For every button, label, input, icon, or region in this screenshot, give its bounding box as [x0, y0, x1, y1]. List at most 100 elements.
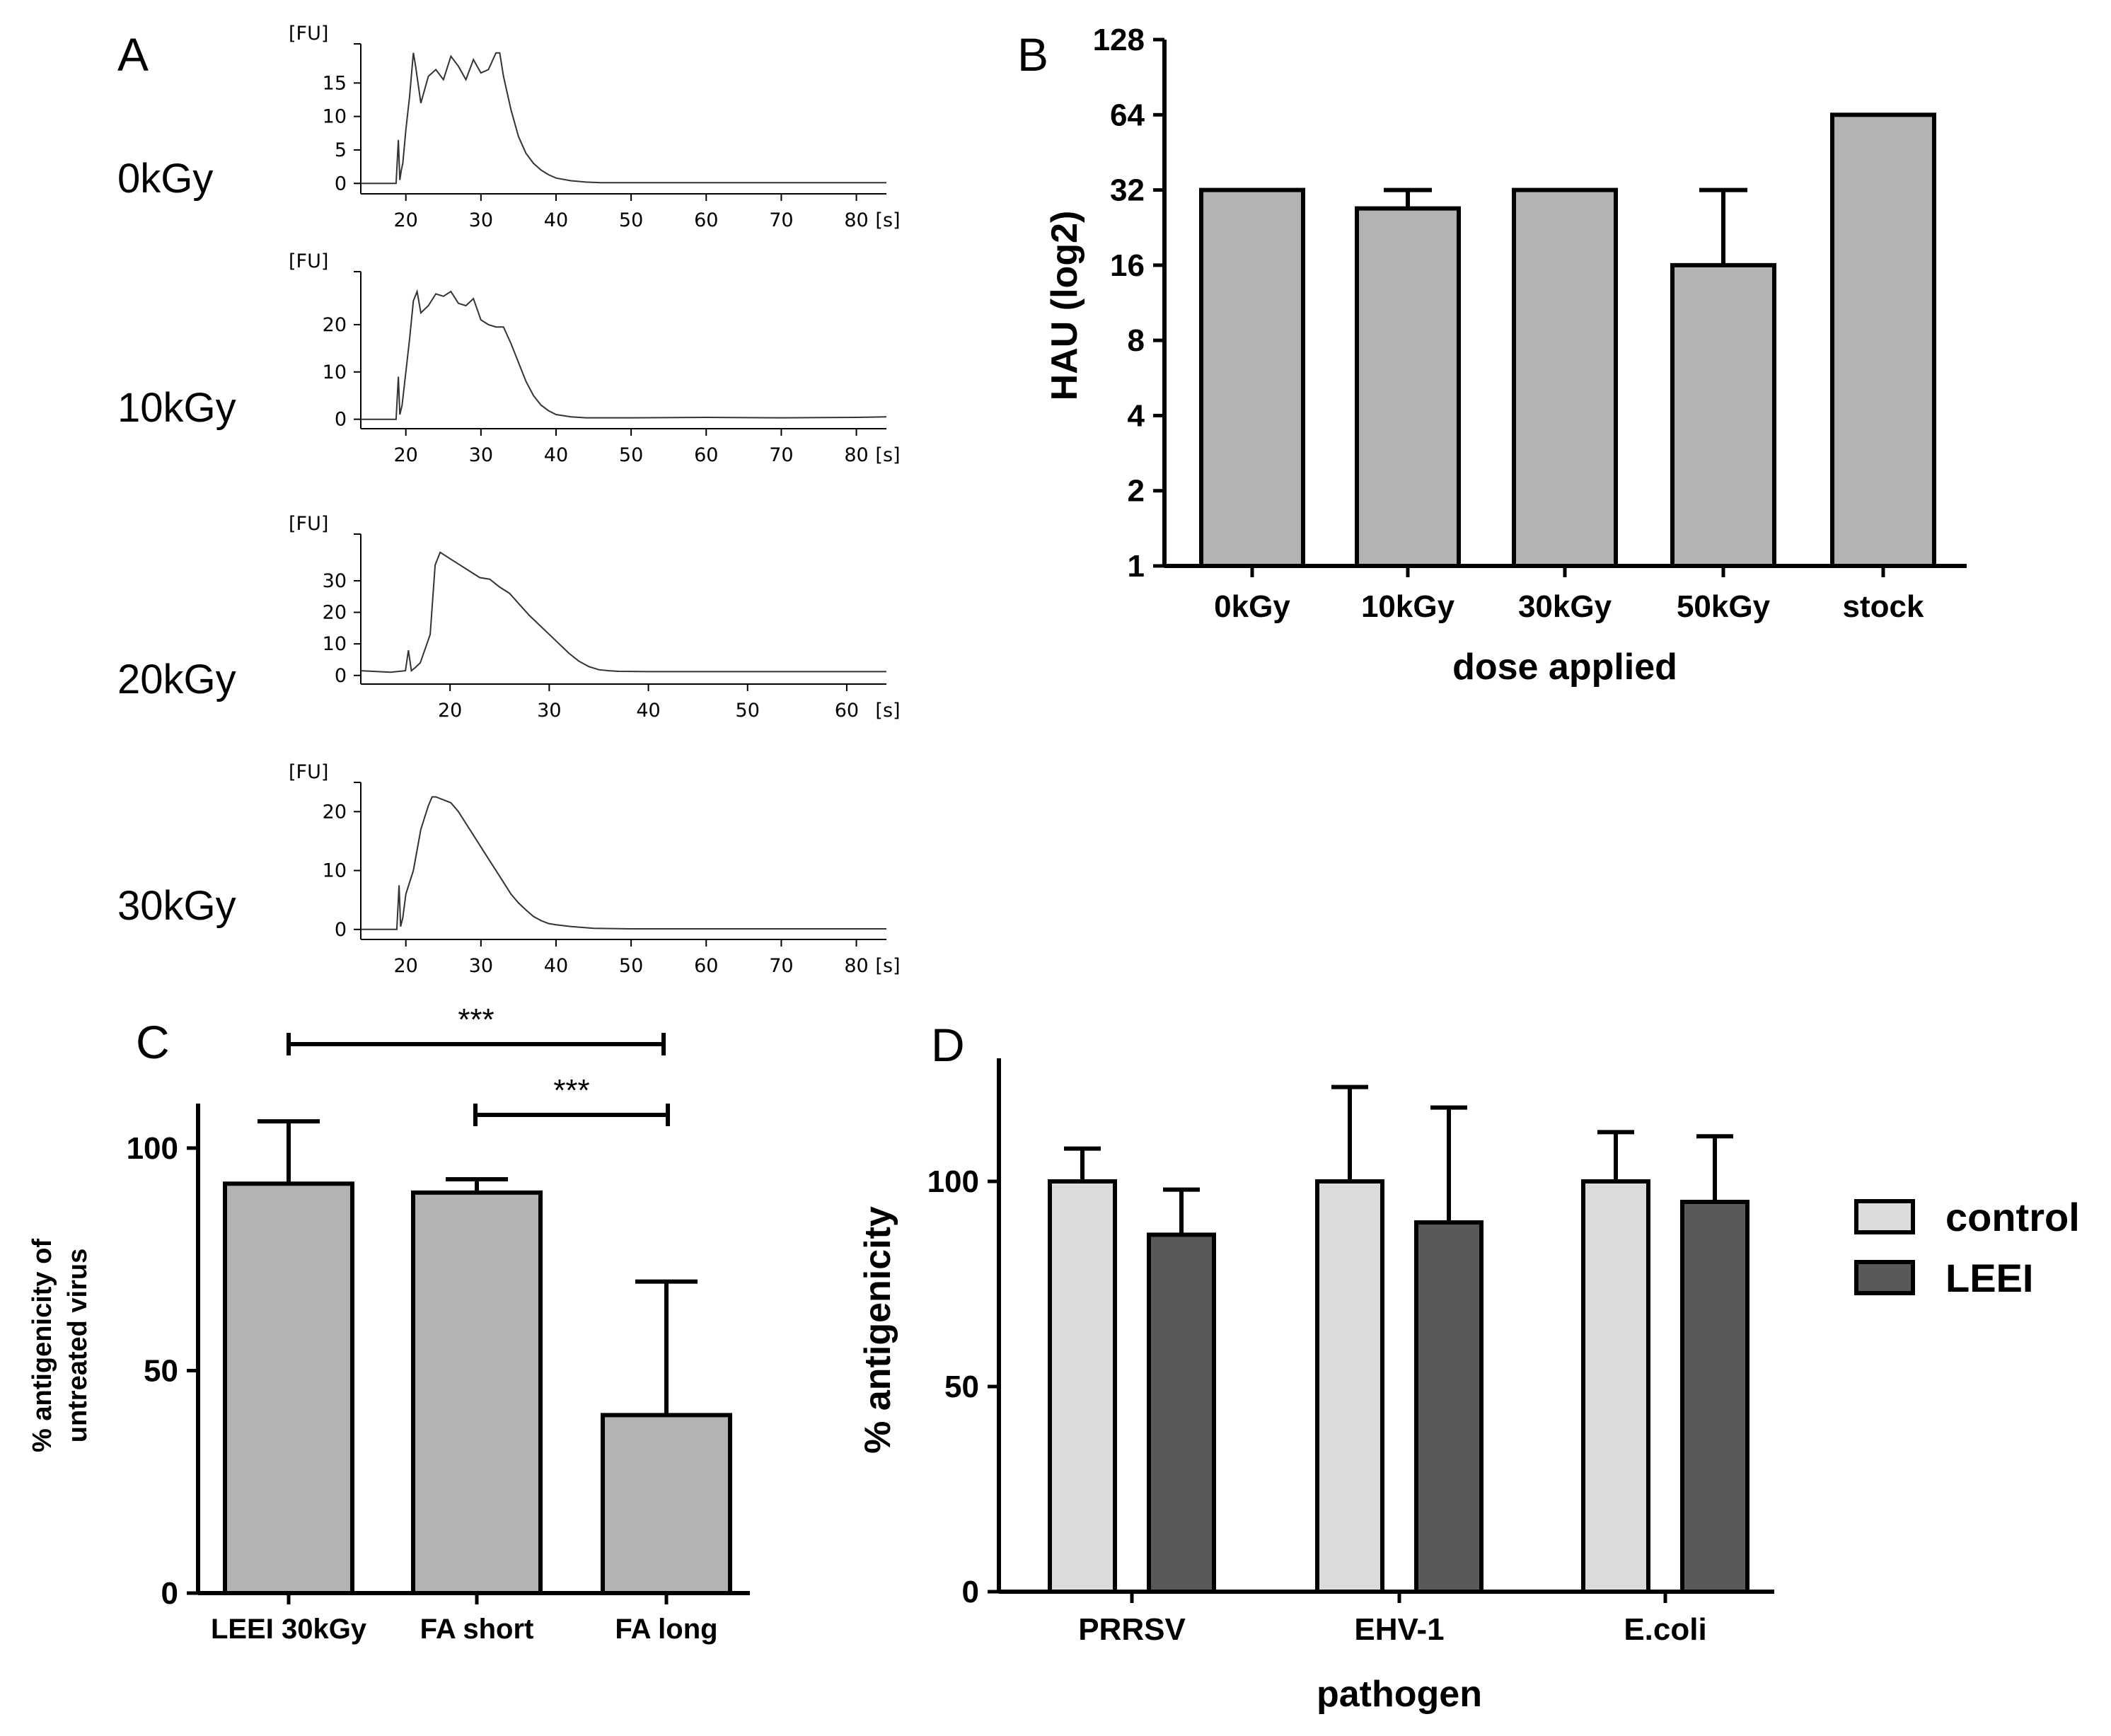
trace-line-30kGy — [361, 796, 886, 930]
trace-x-tick-label: 40 — [544, 955, 568, 977]
panel-c: 0 50 100 LEEI 30kGy FA short FA long *** *** % a… — [28, 1002, 750, 1645]
d-bar-control-PRRSV — [1048, 1179, 1117, 1594]
c-x-tick-label: LEEI 30kGy — [211, 1614, 367, 1645]
trace-x-unit: [s] — [875, 444, 900, 466]
dose-label-0kgy: 0kGy — [117, 156, 213, 202]
trace-y-tick-label: 10 — [323, 633, 347, 655]
dose-label-30kgy: 30kGy — [117, 883, 236, 929]
b-y-tick-label: 8 — [1128, 323, 1145, 358]
trace-line-0kGy — [361, 52, 886, 185]
trace-x-tick-label: 40 — [544, 444, 568, 466]
trace-y-tick-label: 30 — [323, 570, 347, 592]
trace-y-tick-label: 5 — [335, 139, 347, 161]
b-x-tick-label: 10kGy — [1361, 589, 1455, 624]
d-x-tick-label: EHV-1 — [1354, 1612, 1444, 1647]
d-bar-LEEI-E.coli — [1680, 1200, 1749, 1594]
trace-plot-0: 0 5 10 15 [FU] 20 30 40 50 60 70 80 [s] — [289, 23, 901, 231]
b-y-tick-label: 64 — [1110, 98, 1145, 132]
trace-x-tick-label: 50 — [619, 955, 643, 977]
trace-x-tick-label: 30 — [537, 700, 561, 722]
panel-letter-d: D — [931, 1019, 965, 1071]
b-bar-50kGy — [1670, 262, 1776, 568]
trace-x-tick-label: 60 — [694, 209, 718, 231]
d-legend-swatch-LEEI — [1854, 1260, 1915, 1295]
b-bar-0kGy — [1199, 187, 1305, 569]
b-bar-10kGy — [1355, 206, 1461, 568]
trace-plot-2: 0 10 20 30 [FU] 20 30 40 50 60 [s] — [289, 513, 901, 722]
trace-x-unit: [s] — [875, 700, 900, 722]
trace-y-tick-label: 0 — [335, 919, 347, 941]
trace-x-tick-label: 80 — [844, 444, 868, 466]
c-bar-LEEI 30kGy — [223, 1181, 354, 1595]
trace-x-tick-label: 60 — [835, 700, 859, 722]
panel-letter-c: C — [136, 1016, 170, 1068]
trace-x-tick-label: 50 — [736, 700, 760, 722]
d-legend-swatch-control — [1854, 1199, 1915, 1234]
d-y-tick-label: 50 — [944, 1370, 979, 1404]
trace-x-unit: [s] — [875, 209, 900, 231]
trace-x-tick-label: 50 — [619, 209, 643, 231]
b-x-tick-label: 0kGy — [1214, 589, 1290, 624]
trace-y-tick-label: 10 — [323, 361, 347, 383]
trace-x-tick-label: 60 — [694, 955, 718, 977]
trace-x-tick-label: 50 — [619, 444, 643, 466]
d-legend-label-control: control — [1945, 1195, 2080, 1239]
d-bar-LEEI-EHV-1 — [1414, 1220, 1484, 1594]
b-x-axis-label: dose applied — [1452, 647, 1677, 688]
b-y-tick-label: 16 — [1110, 248, 1145, 283]
dose-label-10kgy: 10kGy — [117, 385, 236, 431]
d-y-axis-label: % antigenicity — [857, 1206, 898, 1454]
c-bar-FA long — [601, 1413, 732, 1596]
trace-y-unit: [FU] — [289, 250, 328, 272]
c-x-tick-label: FA short — [420, 1614, 534, 1645]
trace-x-tick-label: 70 — [769, 444, 793, 466]
panel-letter-a: A — [117, 28, 149, 81]
trace-y-unit: [FU] — [289, 23, 328, 45]
trace-x-tick-label: 30 — [469, 444, 493, 466]
b-y-tick-label: 128 — [1093, 23, 1145, 57]
c-y-tick-label: 50 — [144, 1353, 178, 1388]
trace-x-tick-label: 80 — [844, 955, 868, 977]
trace-plot-1: 0 10 20 [FU] 20 30 40 50 60 70 80 [s] — [289, 250, 901, 466]
d-x-tick-label: PRRSV — [1078, 1612, 1186, 1647]
c-sig-label: *** — [553, 1073, 589, 1108]
c-bar-FA short — [411, 1190, 543, 1596]
trace-x-tick-label: 20 — [394, 444, 418, 466]
d-legend-label-LEEI: LEEI — [1945, 1256, 2033, 1300]
b-bar-30kGy — [1512, 187, 1618, 569]
trace-y-tick-label: 20 — [323, 314, 347, 336]
b-y-tick-label: 32 — [1110, 173, 1145, 208]
trace-line-20kGy — [360, 551, 886, 673]
trace-y-unit: [FU] — [289, 513, 328, 535]
b-x-tick-label: 50kGy — [1677, 589, 1771, 624]
trace-x-tick-label: 40 — [636, 700, 660, 722]
trace-y-tick-label: 20 — [323, 602, 347, 624]
trace-y-tick-label: 15 — [323, 72, 347, 94]
b-y-tick-label: 4 — [1128, 398, 1145, 433]
trace-x-tick-label: 30 — [469, 209, 493, 231]
d-y-tick-label: 0 — [962, 1575, 979, 1609]
c-y-axis-label-line: untreated virus — [63, 1249, 93, 1443]
trace-x-tick-label: 40 — [544, 209, 568, 231]
b-y-tick-label: 1 — [1128, 549, 1145, 584]
d-bar-control-E.coli — [1581, 1179, 1650, 1594]
b-y-tick-label: 2 — [1128, 474, 1145, 509]
d-x-axis-label: pathogen — [1317, 1674, 1482, 1715]
trace-y-unit: [FU] — [289, 761, 328, 783]
trace-x-tick-label: 20 — [438, 700, 462, 722]
trace-x-unit: [s] — [875, 955, 900, 977]
trace-x-tick-label: 80 — [844, 209, 868, 231]
dose-label-20kgy: 20kGy — [117, 656, 236, 702]
b-bar-stock — [1830, 112, 1936, 569]
b-y-axis-label: HAU (log2) — [1044, 211, 1085, 401]
d-y-tick-label: 100 — [927, 1164, 979, 1199]
trace-plot-3: 0 10 20 [FU] 20 30 40 50 60 70 80 [s] — [289, 761, 901, 977]
panel-letter-b: B — [1017, 28, 1048, 81]
trace-y-tick-label: 0 — [335, 409, 347, 431]
trace-y-tick-label: 10 — [323, 106, 347, 128]
c-y-axis-label-line: % antigenicity of — [28, 1239, 57, 1452]
trace-y-tick-label: 0 — [335, 173, 347, 195]
trace-x-tick-label: 30 — [469, 955, 493, 977]
